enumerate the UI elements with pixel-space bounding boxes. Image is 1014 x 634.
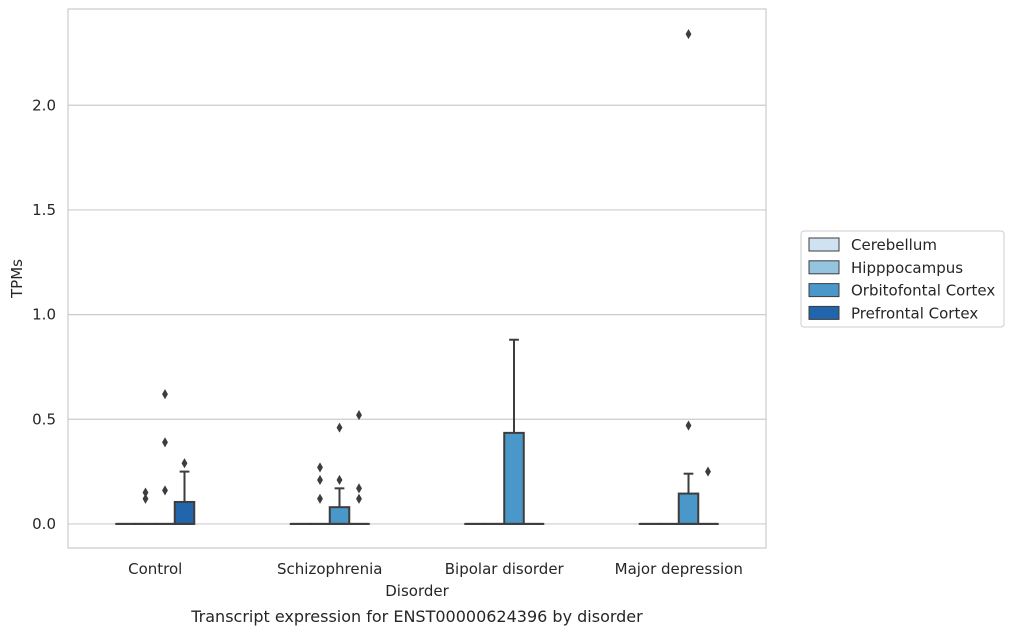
legend-swatch [808, 237, 840, 252]
legend-swatch [808, 260, 840, 275]
legend-swatch [808, 305, 840, 320]
figure-caption: Transcript expression for ENST0000062439… [190, 607, 643, 626]
y-tick-label: 0.5 [32, 410, 56, 428]
outlier-point [685, 420, 692, 431]
y-tick-label: 1.5 [32, 201, 56, 219]
legend-swatch [808, 283, 840, 298]
box-prefrontal-cortex [173, 458, 196, 525]
outlier-point [356, 410, 362, 421]
box-body [328, 506, 351, 525]
legend-label: Hipppocampus [851, 259, 963, 277]
x-tick-label: Bipolar disorder [445, 560, 565, 578]
grid-lines [68, 104, 766, 525]
box-orbitofontal-cortex [328, 422, 351, 525]
box-orbitofontal-cortex [154, 389, 176, 525]
outlier-point [336, 474, 343, 486]
box-orbitofontal-cortex [503, 338, 525, 525]
legend-frame [800, 230, 1005, 328]
box-orbitofontal-cortex [677, 29, 700, 525]
outlier-point [705, 466, 711, 477]
box-body [173, 500, 196, 525]
y-tick-label: 1.0 [32, 306, 56, 324]
legend-label: Orbitofontal Cortex [851, 282, 995, 300]
x-tick-label: Schizophrenia [277, 560, 382, 578]
box-body [503, 431, 525, 525]
legend-label: Cerebellum [851, 236, 937, 254]
box-body [677, 492, 700, 525]
box-hipppocampus [134, 487, 157, 525]
y-tick-label: 0.0 [32, 515, 56, 533]
y-axis-label: TPMs [8, 259, 26, 299]
outlier-point [181, 458, 188, 469]
outlier-point [317, 474, 323, 486]
outlier-point [142, 493, 149, 504]
y-axis-ticks: 0.0 0.5 1.0 1.5 2.0 [32, 96, 56, 533]
legend-label: Prefrontal Cortex [851, 304, 978, 322]
x-axis-ticks: Control Schizophrenia Bipolar disorder Majo… [128, 560, 743, 578]
outlier-point [162, 485, 168, 496]
outlier-point [317, 462, 323, 473]
x-tick-label: Major depression [615, 560, 743, 578]
outlier-point [356, 483, 362, 494]
outlier-point [162, 437, 168, 448]
outlier-point [142, 487, 149, 498]
box-prefrontal-cortex [348, 410, 370, 525]
plot-area-frame [67, 8, 767, 549]
outlier-point [685, 29, 692, 40]
box-hipppocampus [309, 462, 331, 525]
y-tick-label: 2.0 [32, 96, 56, 114]
boxes [115, 29, 719, 525]
outlier-point [356, 493, 362, 504]
legend: Cerebellum Hipppocampus Orbitofontal Corte… [800, 230, 1005, 328]
outlier-point [162, 389, 168, 400]
outlier-point [336, 422, 343, 433]
x-axis-label: Disorder [385, 582, 449, 600]
box-prefrontal-cortex [697, 466, 719, 525]
outlier-point [317, 493, 323, 504]
x-tick-label: Control [128, 560, 182, 578]
